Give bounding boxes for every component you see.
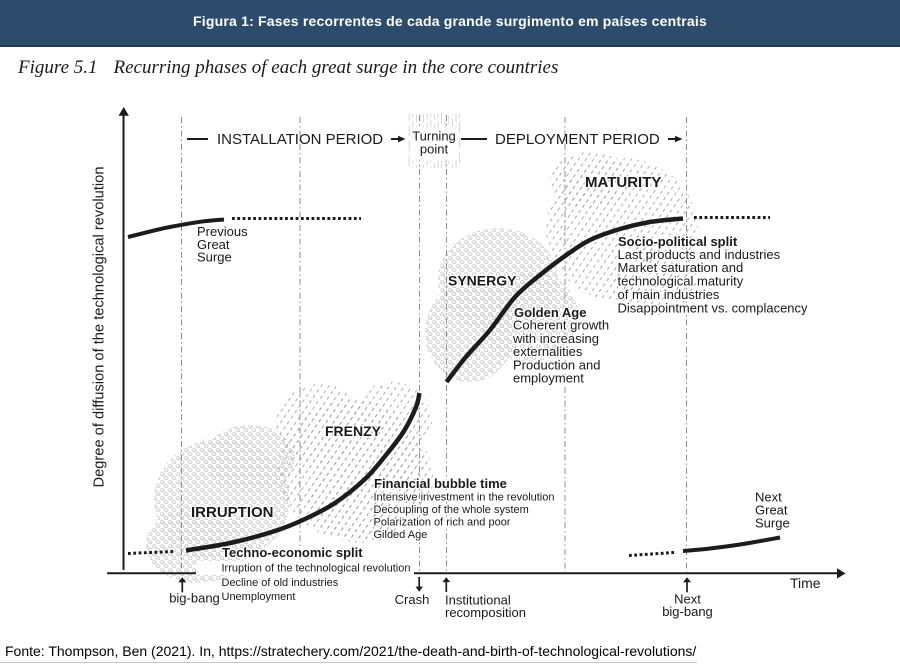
svg-text:Surge: Surge	[755, 516, 790, 531]
svg-text:Decline of old industries: Decline of old industries	[222, 577, 339, 589]
svg-text:Production and: Production and	[513, 357, 600, 372]
svg-text:employment: employment	[513, 371, 584, 386]
svg-text:SYNERGY: SYNERGY	[448, 273, 517, 289]
svg-text:Surge: Surge	[197, 250, 232, 265]
svg-text:MATURITY: MATURITY	[585, 174, 661, 191]
svg-text:Market saturation and: Market saturation and	[618, 260, 744, 275]
svg-text:Next: Next	[674, 592, 701, 607]
svg-text:Institutional: Institutional	[445, 593, 511, 608]
svg-text:Intensive investment in the re: Intensive investment in the revolution	[374, 492, 555, 504]
svg-text:point: point	[420, 142, 449, 157]
svg-text:Disappointment vs. complacency: Disappointment vs. complacency	[618, 300, 809, 315]
svg-text:technological maturity: technological maturity	[618, 274, 744, 289]
svg-text:Socio-political split: Socio-political split	[618, 234, 738, 249]
svg-text:Golden Age: Golden Age	[514, 305, 586, 320]
svg-text:FRENZY: FRENZY	[325, 423, 382, 439]
svg-text:recomposition: recomposition	[445, 605, 526, 620]
svg-text:Previous: Previous	[197, 224, 248, 239]
svg-text:Coherent growth: Coherent growth	[513, 318, 609, 333]
svg-text:Great: Great	[197, 237, 230, 252]
svg-text:Crash: Crash	[395, 592, 430, 607]
svg-text:Time: Time	[790, 575, 821, 591]
svg-text:with increasing: with increasing	[512, 331, 599, 346]
svg-text:big-bang: big-bang	[169, 591, 220, 606]
svg-text:Last products and industries: Last products and industries	[618, 247, 781, 262]
svg-text:Degree of diffusion of the tec: Degree of diffusion of the technological…	[91, 167, 108, 488]
svg-text:Techno-economic split: Techno-economic split	[222, 545, 363, 560]
svg-text:Turning: Turning	[412, 129, 456, 144]
svg-text:Irruption of the technological: Irruption of the technological revolutio…	[222, 563, 411, 575]
svg-text:Gilded Age: Gilded Age	[374, 529, 428, 541]
svg-text:Decoupling of the whole system: Decoupling of the whole system	[374, 504, 529, 516]
svg-text:Unemployment: Unemployment	[222, 591, 296, 603]
svg-text:Financial bubble time: Financial bubble time	[374, 476, 507, 491]
svg-text:IRRUPTION: IRRUPTION	[191, 504, 274, 521]
svg-text:INSTALLATION PERIOD: INSTALLATION PERIOD	[217, 131, 383, 148]
svg-text:Great: Great	[755, 503, 788, 518]
svg-text:externalities: externalities	[513, 344, 583, 359]
svg-text:Polarization of rich and poor: Polarization of rich and poor	[374, 517, 511, 529]
svg-text:big-bang: big-bang	[662, 604, 713, 619]
svg-text:DEPLOYMENT PERIOD: DEPLOYMENT PERIOD	[495, 131, 660, 148]
svg-text:Next: Next	[755, 490, 782, 505]
svg-text:of main industries: of main industries	[618, 287, 720, 302]
